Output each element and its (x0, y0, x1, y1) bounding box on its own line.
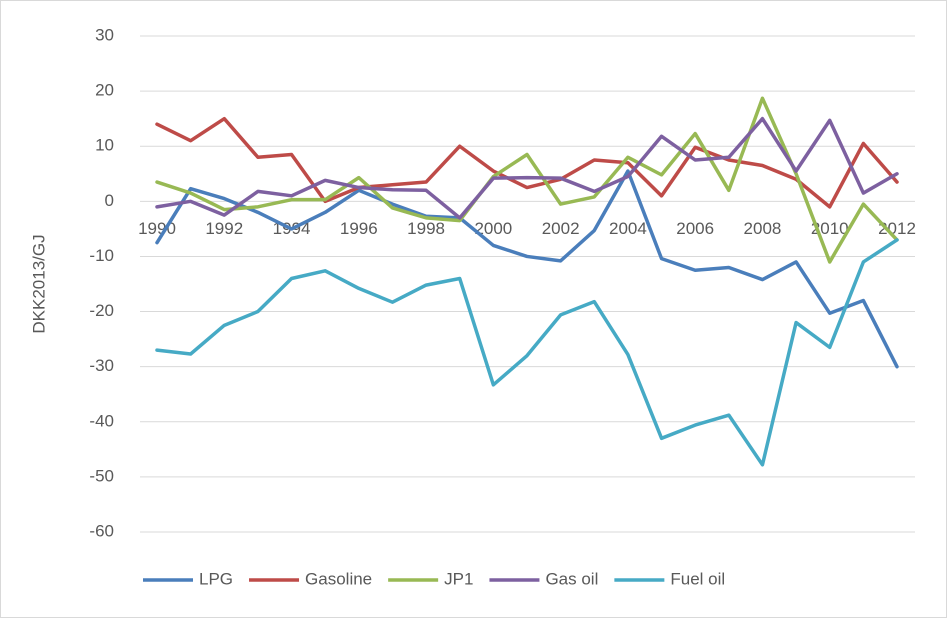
y-tick-label: -10 (89, 246, 114, 265)
x-tick-label: 1990 (138, 219, 176, 238)
y-tick-label: -50 (89, 466, 114, 485)
series-line (155, 116, 899, 220)
x-tick-label: 2000 (474, 219, 512, 238)
series-line (155, 116, 899, 209)
x-tick-label: 2004 (609, 219, 647, 238)
x-tick-label: 1998 (407, 219, 445, 238)
x-tick-label: 1992 (205, 219, 243, 238)
series-line (155, 169, 899, 369)
x-tick-label: 2002 (542, 219, 580, 238)
y-axis-label: DKK2013/GJ (29, 234, 48, 333)
x-tick-label: 2012 (878, 219, 916, 238)
y-tick-label: -30 (89, 356, 114, 375)
legend-label: LPG (199, 569, 233, 588)
series-line (155, 96, 899, 264)
legend-label: JP1 (444, 569, 473, 588)
legend-label: Gas oil (545, 569, 598, 588)
y-tick-label: -40 (89, 411, 114, 430)
x-tick-label: 1996 (340, 219, 378, 238)
y-tick-label: 0 (105, 191, 114, 210)
y-tick-label: 20 (95, 81, 114, 100)
x-tick-label: 2008 (744, 219, 782, 238)
x-tick-label: 2006 (676, 219, 714, 238)
series-line (155, 238, 899, 467)
legend-label: Gasoline (305, 569, 372, 588)
y-tick-label: -60 (89, 521, 114, 540)
y-tick-label: 10 (95, 136, 114, 155)
legend-label: Fuel oil (670, 569, 725, 588)
y-tick-label: -20 (89, 301, 114, 320)
y-tick-label: 30 (95, 25, 114, 44)
